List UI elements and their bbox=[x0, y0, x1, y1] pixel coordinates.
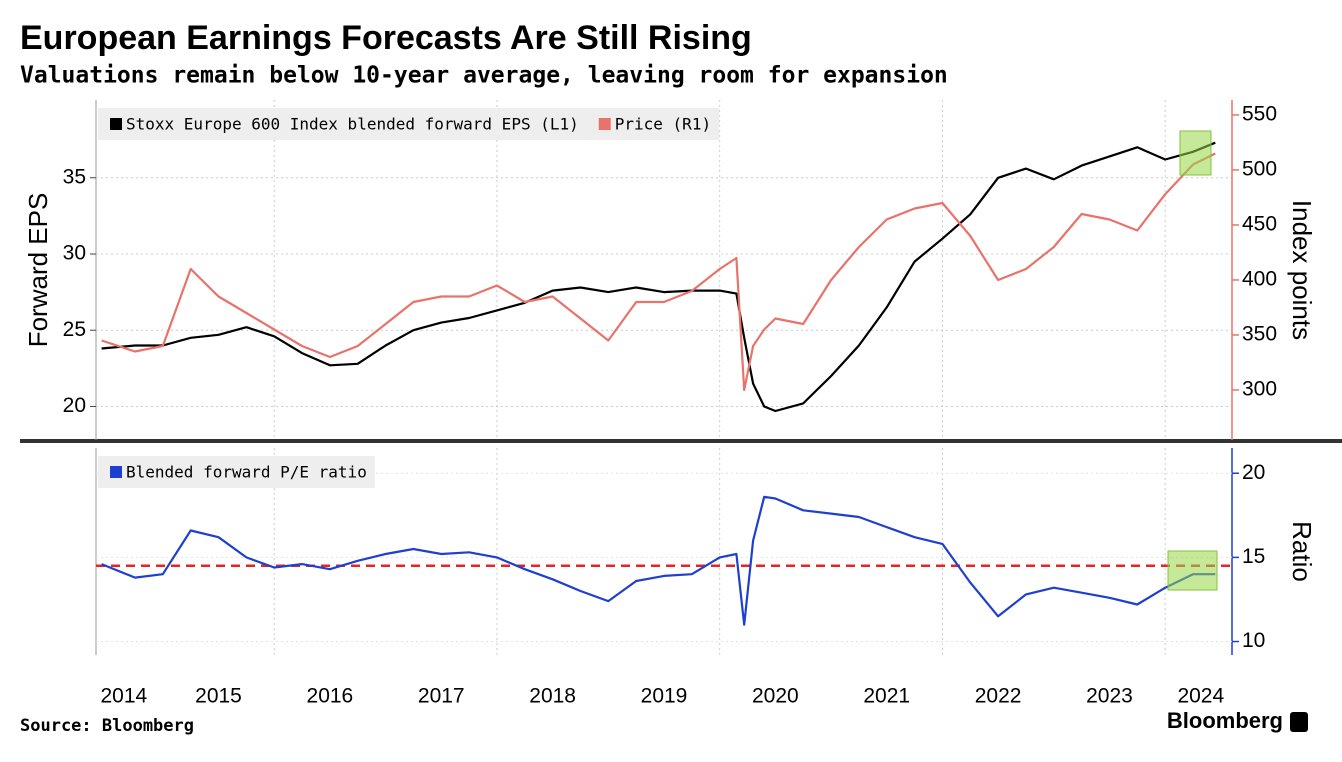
highlight bbox=[1179, 130, 1212, 176]
y2-tick-label: 400 bbox=[1242, 268, 1277, 291]
x-tick-label: 2016 bbox=[307, 685, 354, 708]
legend-label: Blended forward P/E ratio bbox=[126, 463, 367, 482]
x-tick-label: 2020 bbox=[752, 685, 799, 708]
x-tick-label: 2017 bbox=[418, 685, 465, 708]
chart-title: European Earnings Forecasts Are Still Ri… bbox=[20, 19, 752, 57]
y2-tick-label: 300 bbox=[1242, 377, 1277, 400]
x-tick-label: 2019 bbox=[641, 685, 688, 708]
y2-tick-label: 10 bbox=[1242, 629, 1265, 652]
legend-swatch bbox=[110, 118, 122, 130]
y2-tick-label: 15 bbox=[1242, 545, 1265, 568]
highlight bbox=[1167, 550, 1218, 591]
legend-swatch bbox=[110, 466, 122, 478]
chart-subtitle: Valuations remain below 10-year average,… bbox=[20, 63, 948, 89]
series-line bbox=[101, 141, 1216, 413]
source: Source: Bloomberg bbox=[20, 716, 194, 736]
y2-tick-label: 350 bbox=[1242, 322, 1277, 345]
y-tick-label: 35 bbox=[63, 165, 86, 188]
legend-background bbox=[98, 108, 720, 140]
x-tick-label: 2021 bbox=[863, 685, 910, 708]
brand: Bloomberg bbox=[1167, 708, 1283, 733]
x-tick-label: 2024 bbox=[1177, 685, 1224, 708]
x-tick-label: 2022 bbox=[975, 685, 1022, 708]
y-tick-label: 20 bbox=[63, 394, 86, 417]
x-tick-label: 2015 bbox=[195, 685, 242, 708]
brand-icon bbox=[1290, 712, 1308, 732]
legend-label: Price (R1) bbox=[615, 115, 711, 134]
legend-swatch bbox=[598, 118, 611, 130]
y2-tick-label: 450 bbox=[1242, 213, 1277, 236]
y2-tick-label: 500 bbox=[1242, 158, 1277, 181]
series-line bbox=[101, 495, 1216, 626]
legend-background bbox=[98, 456, 375, 488]
y-tick-label: 25 bbox=[63, 318, 86, 341]
x-tick-label: 2018 bbox=[529, 685, 576, 708]
legend: Blended forward P/E ratio bbox=[98, 456, 375, 488]
series-line bbox=[101, 152, 1216, 392]
x-tick-label: 2014 bbox=[100, 685, 147, 708]
y-axis-label: Forward EPS bbox=[23, 193, 53, 348]
legend: Stoxx Europe 600 Index blended forward E… bbox=[98, 108, 720, 140]
y-tick-label: 30 bbox=[63, 242, 86, 265]
y2-axis-label: Index points bbox=[1287, 200, 1317, 340]
legend-label: Stoxx Europe 600 Index blended forward E… bbox=[126, 115, 579, 134]
x-tick-label: 2023 bbox=[1086, 685, 1133, 708]
y2-tick-label: 550 bbox=[1242, 103, 1277, 126]
y2-axis-label: Ratio bbox=[1287, 521, 1317, 582]
y2-tick-label: 20 bbox=[1242, 461, 1265, 484]
